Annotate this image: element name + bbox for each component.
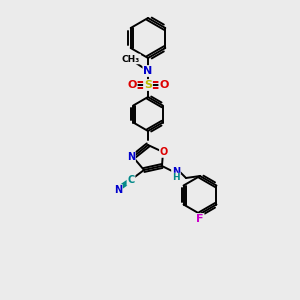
Text: O: O bbox=[127, 80, 137, 90]
Text: C: C bbox=[128, 175, 135, 185]
Text: H: H bbox=[172, 173, 180, 182]
Text: S: S bbox=[144, 80, 152, 90]
Text: O: O bbox=[160, 147, 168, 157]
Text: N: N bbox=[172, 167, 180, 177]
Text: N: N bbox=[127, 152, 135, 162]
Text: CH₃: CH₃ bbox=[122, 55, 140, 64]
Text: N: N bbox=[114, 185, 122, 195]
Text: O: O bbox=[159, 80, 169, 90]
Text: N: N bbox=[143, 66, 153, 76]
Text: F: F bbox=[196, 214, 204, 224]
